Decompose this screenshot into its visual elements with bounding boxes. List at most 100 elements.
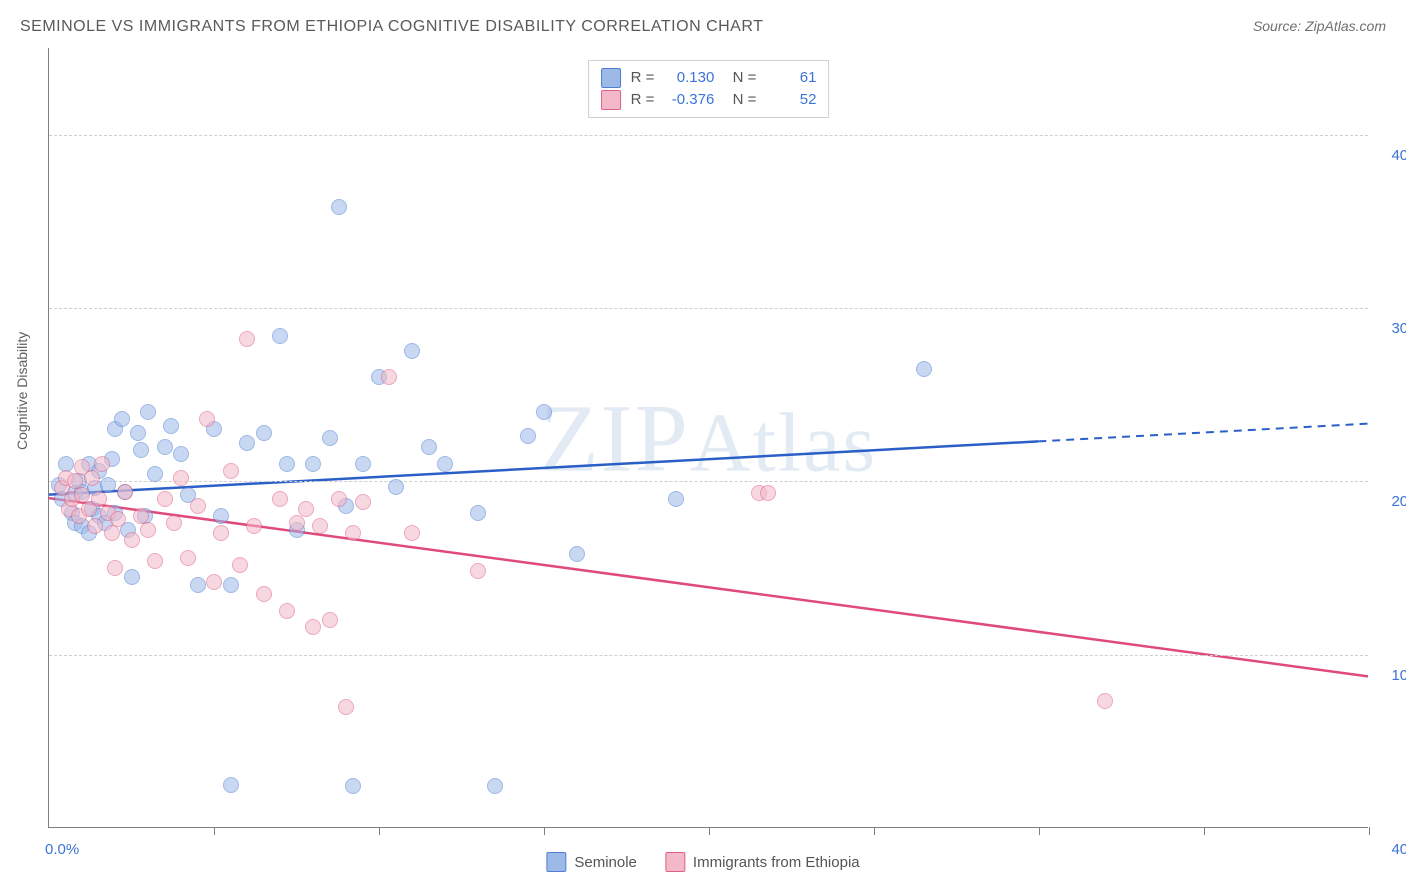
legend-item-ethiopia: Immigrants from Ethiopia	[665, 852, 860, 872]
scatter-point	[487, 778, 503, 794]
swatch-ethiopia	[601, 90, 621, 110]
scatter-point	[256, 586, 272, 602]
scatter-point	[520, 428, 536, 444]
scatter-point	[107, 560, 123, 576]
ytick-label: 10.0%	[1379, 667, 1406, 684]
scatter-point	[239, 331, 255, 347]
r-value-ethiopia: -0.376	[664, 89, 714, 111]
scatter-point	[470, 563, 486, 579]
scatter-point	[239, 435, 255, 451]
swatch-ethiopia	[665, 852, 685, 872]
scatter-point	[206, 574, 222, 590]
scatter-point	[124, 569, 140, 585]
scatter-point	[536, 404, 552, 420]
legend-label-ethiopia: Immigrants from Ethiopia	[693, 854, 860, 871]
xtick-mark	[379, 827, 380, 835]
scatter-point	[166, 515, 182, 531]
xtick-mark	[874, 827, 875, 835]
scatter-point	[305, 619, 321, 635]
scatter-point	[256, 425, 272, 441]
scatter-point	[223, 577, 239, 593]
xtick-mark	[1039, 827, 1040, 835]
ytick-label: 20.0%	[1379, 493, 1406, 510]
gridline-h	[49, 655, 1368, 656]
scatter-point	[404, 525, 420, 541]
scatter-point	[760, 485, 776, 501]
xtick-mark	[214, 827, 215, 835]
ytick-label: 30.0%	[1379, 320, 1406, 337]
scatter-point	[322, 430, 338, 446]
scatter-point	[312, 518, 328, 534]
scatter-point	[157, 491, 173, 507]
scatter-point	[322, 612, 338, 628]
scatter-point	[355, 456, 371, 472]
scatter-point	[569, 546, 585, 562]
scatter-point	[331, 199, 347, 215]
scatter-point	[173, 470, 189, 486]
scatter-point	[180, 550, 196, 566]
scatter-point	[1097, 693, 1113, 709]
scatter-point	[213, 508, 229, 524]
scatter-point	[104, 525, 120, 541]
r-value-seminole: 0.130	[664, 67, 714, 89]
scatter-point	[173, 446, 189, 462]
scatter-point	[223, 777, 239, 793]
scatter-point	[147, 466, 163, 482]
legend-row-ethiopia: R =-0.376 N =52	[601, 89, 817, 111]
y-axis-label: Cognitive Disability	[14, 332, 30, 450]
scatter-point	[388, 479, 404, 495]
n-value-seminole: 61	[766, 67, 816, 89]
scatter-point	[84, 470, 100, 486]
scatter-point	[345, 525, 361, 541]
xtick-label-right: 40.0%	[1391, 841, 1406, 858]
trendline-dashed	[1038, 424, 1368, 442]
scatter-point	[91, 491, 107, 507]
scatter-point	[94, 456, 110, 472]
scatter-point	[100, 477, 116, 493]
plot-area: ZIPAtlas R =0.130 N =61 R =-0.376 N =52 …	[48, 48, 1368, 828]
xtick-mark	[709, 827, 710, 835]
xtick-mark	[1204, 827, 1205, 835]
scatter-point	[404, 343, 420, 359]
scatter-point	[130, 425, 146, 441]
scatter-point	[668, 491, 684, 507]
chart-source: Source: ZipAtlas.com	[1253, 18, 1386, 34]
scatter-point	[157, 439, 173, 455]
scatter-point	[190, 577, 206, 593]
scatter-point	[163, 418, 179, 434]
scatter-point	[87, 518, 103, 534]
scatter-point	[272, 328, 288, 344]
scatter-point	[289, 515, 305, 531]
scatter-point	[437, 456, 453, 472]
scatter-point	[470, 505, 486, 521]
xtick-mark	[544, 827, 545, 835]
ytick-label: 40.0%	[1379, 147, 1406, 164]
scatter-point	[114, 411, 130, 427]
legend-label-seminole: Seminole	[574, 854, 637, 871]
scatter-point	[223, 463, 239, 479]
scatter-point	[345, 778, 361, 794]
scatter-point	[279, 603, 295, 619]
scatter-point	[279, 456, 295, 472]
legend-item-seminole: Seminole	[546, 852, 637, 872]
scatter-point	[421, 439, 437, 455]
scatter-point	[133, 442, 149, 458]
gridline-h	[49, 481, 1368, 482]
scatter-point	[140, 404, 156, 420]
xtick-mark	[1369, 827, 1370, 835]
watermark: ZIPAtlas	[540, 382, 877, 493]
scatter-point	[117, 484, 133, 500]
trendline-solid	[49, 441, 1038, 494]
scatter-point	[355, 494, 371, 510]
scatter-point	[272, 491, 288, 507]
gridline-h	[49, 135, 1368, 136]
n-value-ethiopia: 52	[766, 89, 816, 111]
scatter-point	[331, 491, 347, 507]
scatter-point	[338, 699, 354, 715]
scatter-point	[305, 456, 321, 472]
scatter-point	[124, 532, 140, 548]
xtick-label-left: 0.0%	[45, 841, 79, 858]
chart-title: SEMINOLE VS IMMIGRANTS FROM ETHIOPIA COG…	[20, 18, 763, 36]
swatch-seminole	[601, 68, 621, 88]
swatch-seminole	[546, 852, 566, 872]
